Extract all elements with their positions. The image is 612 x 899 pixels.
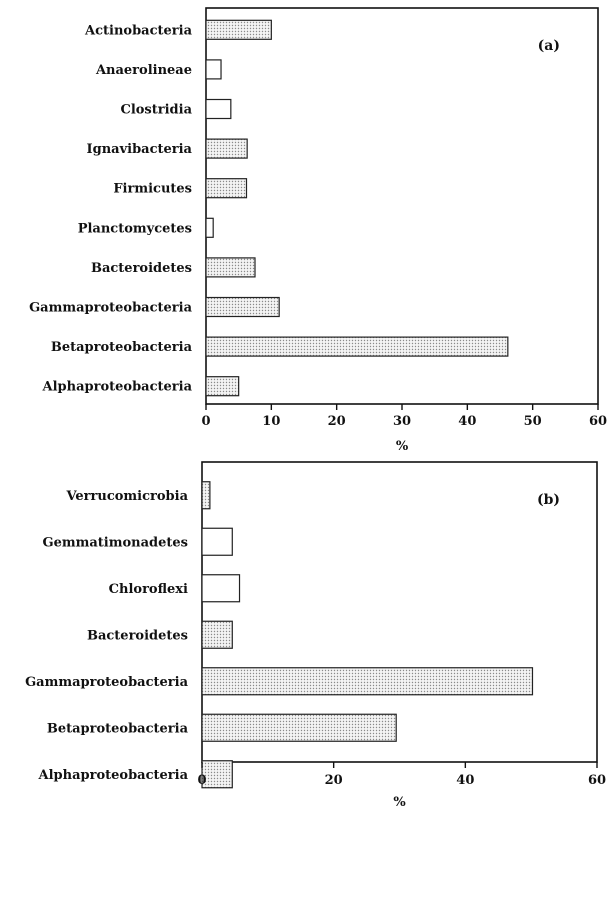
category-label: Alphaproteobacteria — [38, 768, 189, 783]
plot-frame — [201, 461, 598, 763]
category-label: Firmicutes — [113, 182, 192, 197]
x-tick-label: 20 — [325, 773, 343, 788]
category-label: Alphaproteobacteria — [42, 380, 193, 395]
category-label: Bacteroidetes — [87, 628, 188, 643]
bar-actinobacteria — [205, 19, 272, 40]
bar-planctomycetes — [205, 217, 214, 238]
bar-bacteroidetes — [205, 257, 256, 278]
x-tick-label: 50 — [524, 414, 542, 429]
category-label: Ignavibacteria — [87, 142, 193, 157]
bar-anaerolineae — [205, 59, 222, 80]
x-tick-label: 40 — [458, 414, 476, 429]
bar-verrucomicrobia — [201, 481, 211, 510]
panel-label: (a) — [538, 38, 560, 54]
x-axis-title: % — [393, 795, 406, 810]
category-label: Gemmatimonadetes — [42, 535, 188, 550]
bar-gammaproteobacteria — [205, 296, 280, 318]
chart-panel-b: Verrucomicrobia Gemmatimonadetes Chlorofle… — [25, 461, 606, 810]
category-label: Gammaproteobacteria — [29, 301, 193, 316]
x-tick-label: 60 — [588, 773, 606, 788]
category-label: Anaerolineae — [95, 63, 192, 78]
category-label: Verrucomicrobia — [66, 489, 189, 504]
bar-alphaproteobacteria — [205, 376, 240, 397]
x-tick-label: 30 — [393, 414, 411, 429]
x-tick-label: 0 — [197, 773, 206, 788]
x-tick-label: 40 — [456, 773, 474, 788]
category-label: Gammaproteobacteria — [25, 675, 189, 690]
bar-gemmatimonadetes — [201, 527, 233, 556]
bar-bacteroidetes — [201, 620, 233, 649]
bar-firmicutes — [205, 178, 248, 199]
panel-label: (b) — [537, 492, 560, 508]
bar-ignavibacteria — [205, 138, 248, 159]
bar-alphaproteobacteria — [201, 760, 233, 789]
x-tick-label: 0 — [201, 414, 210, 429]
x-tick-label: 60 — [589, 414, 607, 429]
bar-chloroflexi — [201, 574, 241, 603]
bar-betaproteobacteria — [205, 336, 509, 357]
category-label: Bacteroidetes — [91, 261, 192, 276]
category-label: Betaproteobacteria — [47, 721, 189, 736]
x-tick-label: 20 — [328, 414, 346, 429]
category-label: Betaproteobacteria — [51, 340, 193, 355]
category-label: Chloroflexi — [109, 582, 188, 597]
bar-gammaproteobacteria — [201, 667, 534, 696]
x-axis-title: % — [396, 439, 409, 454]
category-label: Clostridia — [120, 103, 192, 118]
bar-betaproteobacteria — [201, 713, 397, 742]
category-label: Planctomycetes — [78, 221, 192, 236]
chart-panel-a: Actinobacteria Anaerolineae Clostridia Igna… — [29, 7, 607, 454]
x-tick-label: 10 — [262, 414, 280, 429]
bar-clostridia — [205, 98, 232, 120]
category-label: Actinobacteria — [84, 23, 193, 38]
